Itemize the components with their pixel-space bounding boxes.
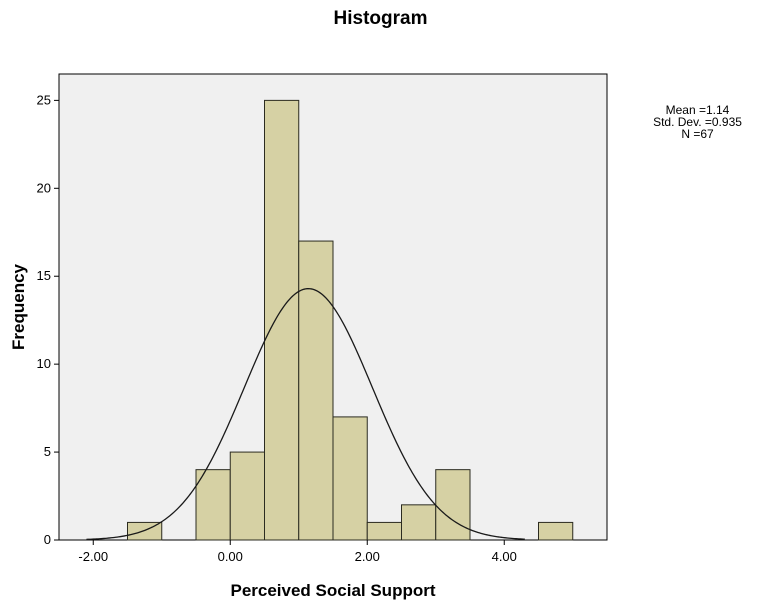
- stats-sd: Std. Dev. =0.935: [653, 115, 742, 129]
- y-tick-label: 15: [37, 268, 51, 283]
- histogram-bar: [195, 469, 231, 541]
- y-tick-label: 5: [44, 444, 51, 459]
- x-tick-label: 0.00: [218, 549, 243, 564]
- x-tick-label: -2.00: [78, 549, 108, 564]
- y-tick-label: 20: [37, 180, 51, 195]
- y-tick-label: 25: [37, 92, 51, 107]
- histogram-bar: [332, 416, 368, 541]
- normal-curve: [86, 287, 525, 541]
- y-axis-label: Frequency: [9, 263, 28, 350]
- x-axis: -2.00 0.00 2.00 4.00: [78, 540, 517, 564]
- x-tick-label: 4.00: [492, 549, 517, 564]
- stats-n: N =67: [681, 127, 714, 141]
- bars-group: [127, 99, 574, 541]
- y-tick-label: 10: [37, 356, 51, 371]
- histogram-bar: [401, 504, 437, 541]
- histogram-bar: [229, 451, 265, 541]
- histogram-bar: [298, 240, 334, 541]
- x-tick-label: 2.00: [355, 549, 380, 564]
- histogram-bar: [264, 99, 300, 541]
- histogram-bar: [435, 469, 471, 541]
- chart-title: Histogram: [333, 8, 428, 29]
- histogram-bar: [538, 521, 574, 541]
- stats-mean: Mean =1.14: [665, 103, 730, 117]
- x-axis-label: Perceived Social Support: [230, 581, 435, 600]
- histogram-bar: [366, 521, 402, 541]
- y-tick-label: 0: [44, 532, 51, 547]
- stats-box: Mean =1.14 Std. Dev. =0.935 N =67: [640, 104, 755, 140]
- y-axis: 0 5 10 15 20 25: [37, 92, 59, 547]
